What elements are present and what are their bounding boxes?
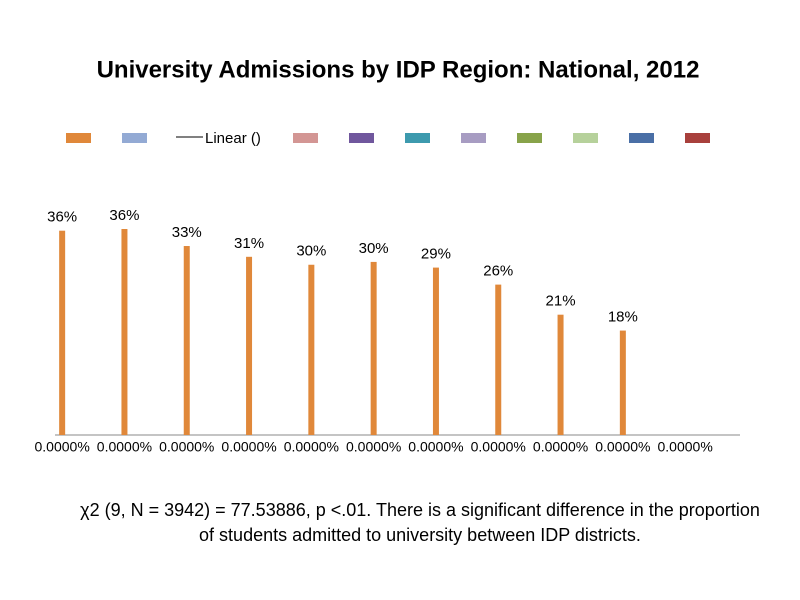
x-tick-label: 0.0000% — [221, 439, 276, 455]
legend-swatch — [405, 133, 430, 143]
legend-swatch — [517, 133, 542, 143]
data-label: 33% — [172, 224, 202, 241]
x-tick-label: 0.0000% — [595, 439, 650, 455]
bar — [495, 284, 502, 435]
data-label: 30% — [359, 240, 389, 257]
legend-swatch — [122, 133, 147, 143]
x-tick-label: 0.0000% — [35, 439, 90, 455]
legend-swatch — [349, 133, 374, 143]
x-tick-label: 0.0000% — [408, 439, 463, 455]
bar — [246, 256, 253, 435]
legend-swatch — [293, 133, 318, 143]
data-label: 30% — [296, 243, 326, 260]
x-tick-label: 0.0000% — [533, 439, 588, 455]
x-tick-label: 0.0000% — [159, 439, 214, 455]
chart-title: University Admissions by IDP Region: Nat… — [97, 56, 700, 83]
bar — [432, 267, 439, 435]
data-label: 36% — [47, 209, 77, 226]
x-tick-label: 0.0000% — [284, 439, 339, 455]
legend-swatch — [573, 133, 598, 143]
bar — [121, 228, 128, 435]
data-label: 31% — [234, 235, 264, 252]
data-label: 26% — [483, 263, 513, 280]
bar — [308, 264, 315, 435]
bar — [183, 246, 190, 435]
footnote: χ2 (9, N = 3942) = 77.53886, p <.01. The… — [80, 500, 760, 545]
x-tick-label: 0.0000% — [471, 439, 526, 455]
data-label: 36% — [109, 207, 139, 224]
data-label: 21% — [546, 293, 576, 310]
bar — [370, 261, 377, 435]
legend-swatch — [629, 133, 654, 143]
data-label: 18% — [608, 309, 638, 326]
bar — [619, 330, 626, 435]
x-tick-label: 0.0000% — [346, 439, 401, 455]
x-tick-label: 0.0000% — [97, 439, 152, 455]
legend-label: Linear () — [205, 130, 261, 147]
legend-swatch — [66, 133, 91, 143]
legend-swatch — [685, 133, 710, 143]
x-tick-label: 0.0000% — [658, 439, 713, 455]
data-label: 29% — [421, 246, 451, 263]
legend-swatch — [461, 133, 486, 143]
bar — [557, 314, 564, 435]
bar — [59, 230, 66, 435]
